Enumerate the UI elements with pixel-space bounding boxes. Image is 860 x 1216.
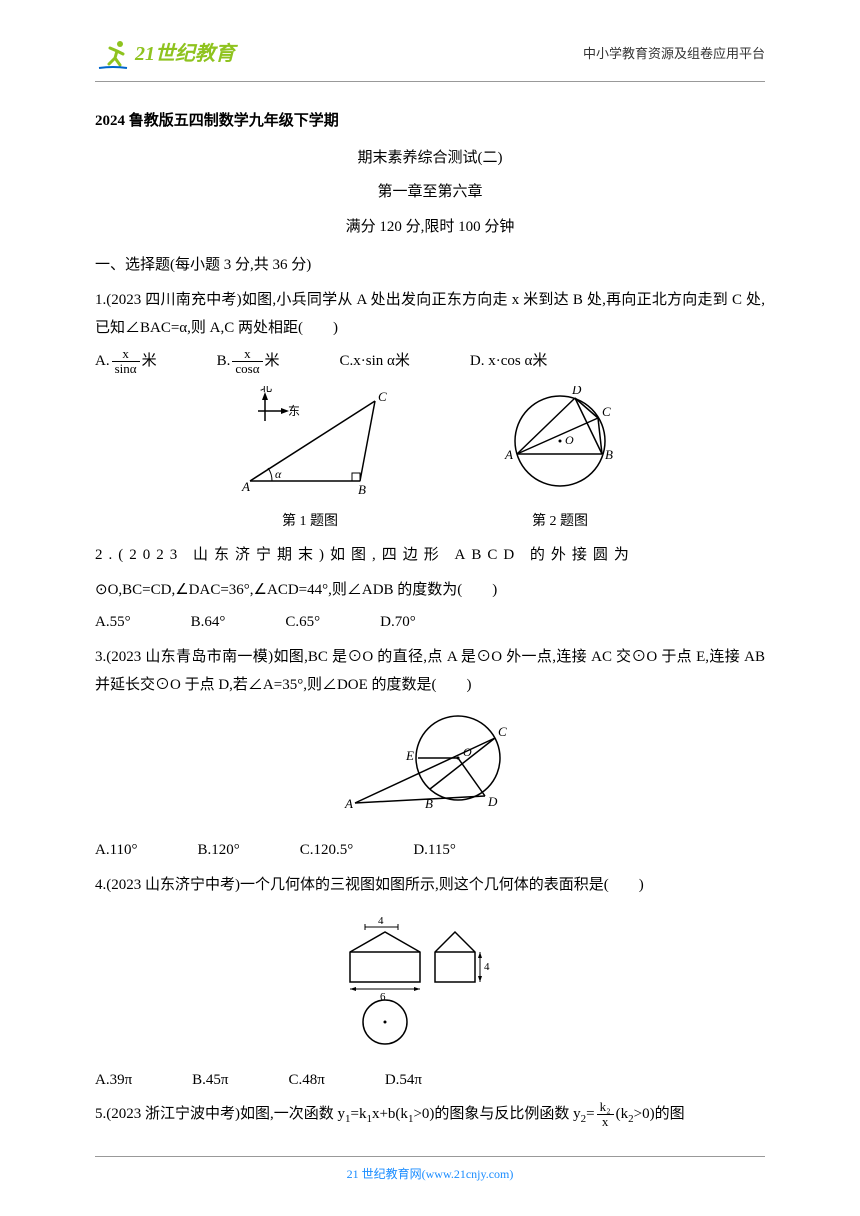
logo: 21世纪教育 [95,35,235,73]
question-1-options: A.xsinα米 B.xcosα米 C.x·sin α米 D. x·cos α米 [95,347,765,377]
q4-option-d: D.54π [385,1066,422,1095]
runner-icon [95,36,131,72]
svg-text:B: B [425,796,433,811]
svg-text:6: 6 [380,991,386,1003]
q2-option-a: A.55° [95,608,131,637]
question-3-options: A.110° B.120° C.120.5° D.115° [95,836,765,865]
q1-option-a: A.xsinα米 [95,347,157,377]
svg-text:4: 4 [378,915,384,927]
svg-text:B: B [605,447,613,462]
q4-option-a: A.39π [95,1066,132,1095]
svg-text:北: 北 [260,386,272,394]
question-2-options: A.55° B.64° C.65° D.70° [95,608,765,637]
svg-text:A: A [241,479,250,494]
q3-option-b: B.120° [198,836,240,865]
figure-1: α A B C 北 东 第 1 题图 [230,386,390,535]
page-header: 21世纪教育 中小学教育资源及组卷应用平台 [95,35,765,73]
svg-text:D: D [487,794,498,809]
q4-option-b: B.45π [192,1066,228,1095]
circle-ext-point-icon: O A B C D E [340,708,520,818]
section-a-title: 一、选择题(每小题 3 分,共 36 分) [95,251,765,280]
question-1: 1.(2023 四川南充中考)如图,小兵同学从 A 处出发向正东方向走 x 米到… [95,286,765,343]
question-3: 3.(2023 山东青岛市南一模)如图,BC 是⊙O 的直径,点 A 是⊙O 外… [95,643,765,700]
question-4-options: A.39π B.45π C.48π D.54π [95,1066,765,1095]
subtitle-1: 期末素养综合测试(二) [95,144,765,173]
subtitle-3: 满分 120 分,限时 100 分钟 [95,213,765,242]
logo-text: 21世纪教育 [135,35,235,73]
three-views-icon: 4 6 4 [330,907,530,1047]
q1-option-b: B.xcosα米 [217,347,280,377]
q3-option-d: D.115° [413,836,456,865]
figure-1-caption: 第 1 题图 [230,509,390,536]
page-footer: 21 世纪教育网(www.21cnjy.com) [0,1156,860,1186]
figure-2-caption: 第 2 题图 [490,509,630,536]
svg-text:C: C [378,389,387,404]
header-tagline: 中小学教育资源及组卷应用平台 [583,42,765,67]
page-title: 2024 鲁教版五四制数学九年级下学期 [95,107,765,136]
figure-3: O A B C D E [95,708,765,829]
question-4: 4.(2023 山东济宁中考)一个几何体的三视图如图所示,则这个几何体的表面积是… [95,871,765,900]
q2-option-c: C.65° [285,608,320,637]
circle-quad-icon: O A B C D [490,386,630,496]
figures-row-1: α A B C 北 东 第 1 题图 O A B C D [95,386,765,535]
footer-divider [95,1156,765,1157]
svg-text:E: E [405,748,414,763]
svg-text:D: D [571,386,582,397]
svg-text:C: C [602,404,611,419]
header-divider [95,81,765,82]
svg-text:A: A [344,796,353,811]
footer-text: 21 世纪教育网(www.21cnjy.com) [347,1167,514,1181]
question-2-line2: ⊙O,BC=CD,∠DAC=36°,∠ACD=44°,则∠ADB 的度数为( ) [95,576,765,605]
svg-text:东: 东 [288,404,300,418]
triangle-diagram-icon: α A B C 北 东 [230,386,390,496]
figure-2: O A B C D 第 2 题图 [490,386,630,535]
svg-text:B: B [358,482,366,496]
svg-text:O: O [565,433,574,447]
svg-text:α: α [275,467,282,481]
q4-option-c: C.48π [288,1066,324,1095]
q3-option-c: C.120.5° [300,836,354,865]
svg-text:4: 4 [484,961,490,973]
subtitle-2: 第一章至第六章 [95,178,765,207]
q2-option-d: D.70° [380,608,416,637]
question-5: 5.(2023 浙江宁波中考)如图,一次函数 y1=k1x+b(k1>0)的图象… [95,1100,765,1130]
figure-4: 4 6 4 [95,907,765,1058]
svg-text:C: C [498,724,507,739]
q2-option-b: B.64° [191,608,226,637]
svg-text:A: A [504,447,513,462]
q1-option-d: D. x·cos α米 [470,347,547,377]
q3-option-a: A.110° [95,836,138,865]
question-2-line1: 2.(2023 山东济宁期末)如图,四边形 ABCD 的外接圆为 [95,541,765,570]
q1-option-c: C.x·sin α米 [340,347,410,377]
